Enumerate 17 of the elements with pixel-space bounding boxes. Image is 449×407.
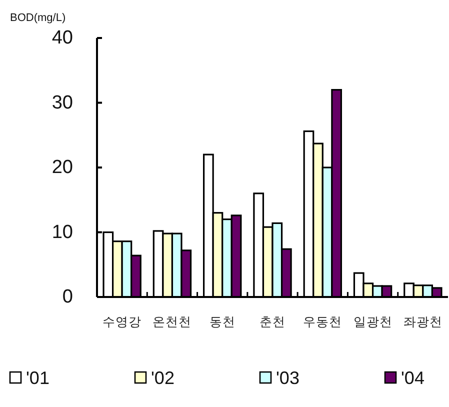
x-tick-label: 춘천 xyxy=(260,315,286,329)
legend-label: '01 xyxy=(26,368,50,388)
legend-label: '03 xyxy=(276,368,300,388)
y-tick-label: 0 xyxy=(62,286,73,308)
x-tick-label: 좌광천 xyxy=(403,315,442,329)
x-tick-label: 일광천 xyxy=(353,315,392,329)
y-tick-label: 10 xyxy=(52,222,73,243)
y-tick-label: 30 xyxy=(52,92,73,114)
x-tick-label: 수영강 xyxy=(102,315,142,329)
y-tick-label: 20 xyxy=(52,157,73,178)
y-axis-title: BOD(mg/L) xyxy=(10,12,66,24)
x-tick-label: 온천천 xyxy=(152,315,192,329)
x-tick-label: 우동천 xyxy=(303,315,342,329)
y-tick-label: 40 xyxy=(52,28,73,48)
legend-label: '02 xyxy=(151,368,174,388)
legend-label: '04 xyxy=(401,368,424,388)
x-tick-label: 동천 xyxy=(209,315,236,329)
